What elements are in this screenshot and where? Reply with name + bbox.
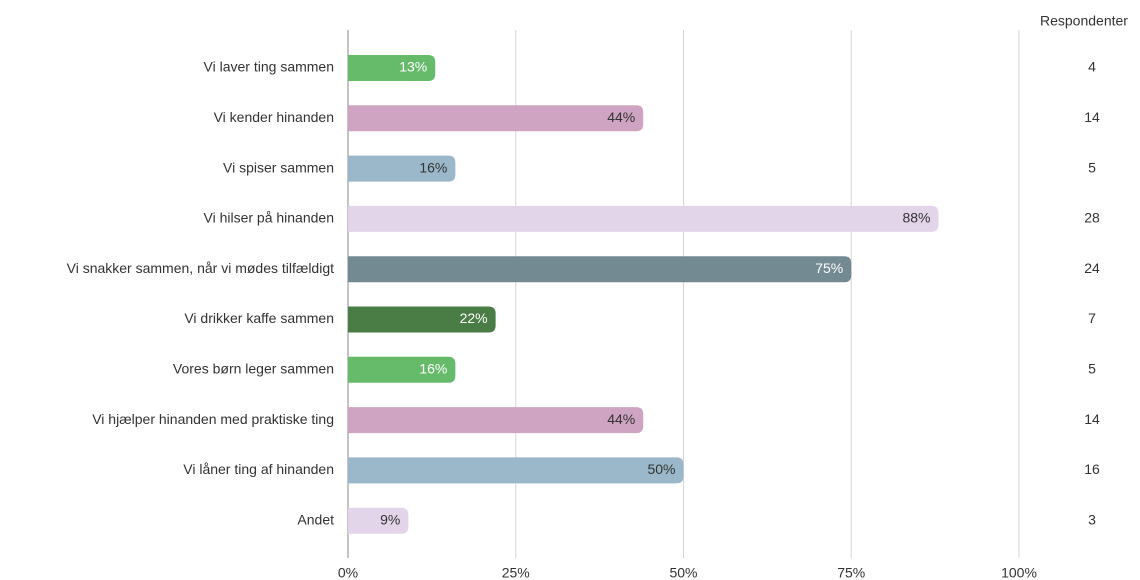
respondents-count: 3: [1088, 511, 1096, 527]
x-tick-label: 25%: [502, 565, 530, 580]
y-tick-label: Vi hjælper hinanden med praktiske ting: [92, 411, 334, 427]
bar: [348, 55, 436, 81]
bar: [348, 306, 496, 333]
value-label: 13%: [399, 59, 427, 75]
respondents-count: 16: [1084, 461, 1100, 477]
y-tick-label: Vi snakker sammen, når vi mødes tilfældi…: [67, 260, 334, 276]
value-label: 88%: [902, 210, 930, 226]
bar: [348, 457, 684, 484]
x-tick-label: 0%: [338, 565, 358, 580]
bar: [348, 507, 409, 534]
x-tick-label: 100%: [1001, 565, 1037, 580]
bar: [348, 155, 456, 182]
y-tick-label: Vi låner ting af hinanden: [183, 461, 334, 477]
y-tick-label: Andet: [297, 511, 334, 527]
respondents-count: 28: [1084, 210, 1100, 226]
x-tick-label: 75%: [837, 565, 865, 580]
respondents-header: Respondenter: [1040, 13, 1128, 29]
respondents-count: 5: [1088, 361, 1096, 377]
value-label: 9%: [380, 511, 400, 527]
value-label: 44%: [607, 411, 635, 427]
bar: [348, 105, 644, 132]
respondents-count: 14: [1084, 109, 1100, 125]
respondents-count: 24: [1084, 260, 1100, 276]
y-tick-label: Vi laver ting sammen: [204, 59, 334, 75]
bar: [348, 356, 456, 383]
respondents-count: 7: [1088, 310, 1096, 326]
y-tick-label: Vi drikker kaffe sammen: [184, 310, 334, 326]
x-tick-label: 50%: [669, 565, 697, 580]
bar: [348, 256, 852, 283]
y-tick-label: Vi hilser på hinanden: [203, 210, 334, 226]
y-tick-label: Vi spiser sammen: [223, 159, 334, 175]
y-tick-label: Vi kender hinanden: [214, 109, 334, 125]
bar: [348, 407, 644, 434]
value-label: 75%: [815, 260, 843, 276]
respondents-count: 14: [1084, 411, 1100, 427]
bar: [348, 205, 939, 232]
respondents-count: 5: [1088, 159, 1096, 175]
value-label: 44%: [607, 109, 635, 125]
value-label: 22%: [460, 310, 488, 326]
y-tick-label: Vores børn leger sammen: [173, 361, 334, 377]
value-label: 16%: [419, 159, 447, 175]
value-label: 50%: [647, 461, 675, 477]
value-label: 16%: [419, 361, 447, 377]
respondents-count: 4: [1088, 59, 1096, 75]
